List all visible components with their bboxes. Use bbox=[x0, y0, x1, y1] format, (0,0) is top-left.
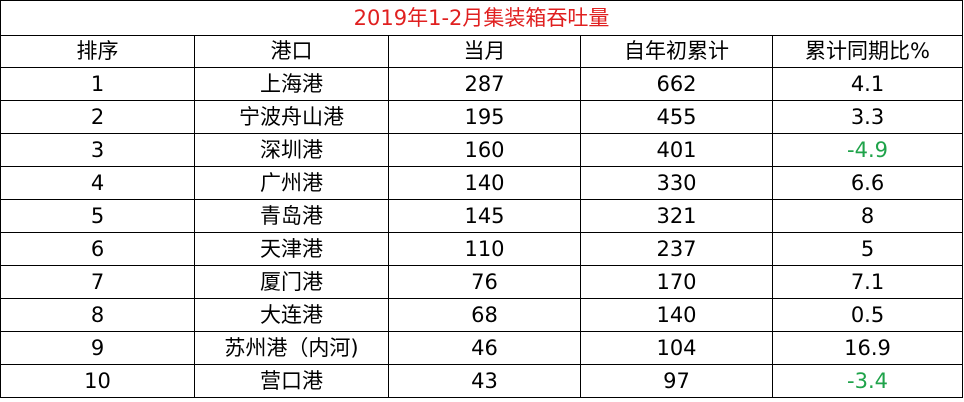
table-row: 9 苏州港（内河) 46 104 16.9 bbox=[0, 331, 964, 365]
table-row: 5 青岛港 145 321 8 bbox=[0, 199, 964, 233]
cell-ytd[interactable]: 237 bbox=[580, 232, 773, 266]
cell-ytd[interactable]: 140 bbox=[580, 298, 773, 332]
table-row: 4 广州港 140 330 6.6 bbox=[0, 166, 964, 200]
cell-month[interactable]: 140 bbox=[388, 166, 581, 200]
table-title[interactable]: 2019年1-2月集装箱吞吐量 bbox=[0, 0, 964, 36]
cell-port[interactable]: 上海港 bbox=[194, 67, 389, 101]
cell-month[interactable]: 43 bbox=[388, 364, 581, 398]
header-rank[interactable]: 排序 bbox=[0, 35, 195, 68]
cell-month[interactable]: 76 bbox=[388, 265, 581, 299]
cell-port[interactable]: 青岛港 bbox=[194, 199, 389, 233]
cell-yoy[interactable]: 7.1 bbox=[771, 265, 964, 299]
table-row: 6 天津港 110 237 5 bbox=[0, 232, 964, 266]
cell-ytd[interactable]: 401 bbox=[580, 133, 773, 167]
cell-port[interactable]: 深圳港 bbox=[194, 133, 389, 167]
cell-rank[interactable]: 6 bbox=[0, 232, 195, 266]
cell-month[interactable]: 195 bbox=[388, 100, 581, 134]
cell-yoy[interactable]: 8 bbox=[771, 199, 964, 233]
cell-rank[interactable]: 9 bbox=[0, 331, 195, 365]
cell-port[interactable]: 天津港 bbox=[194, 232, 389, 266]
table-row: 10 营口港 43 97 -3.4 bbox=[0, 364, 964, 398]
cell-rank[interactable]: 10 bbox=[0, 364, 195, 398]
cell-port[interactable]: 广州港 bbox=[194, 166, 389, 200]
table-row: 8 大连港 68 140 0.5 bbox=[0, 298, 964, 332]
cell-ytd[interactable]: 321 bbox=[580, 199, 773, 233]
cell-month[interactable]: 110 bbox=[388, 232, 581, 266]
cell-yoy[interactable]: 4.1 bbox=[771, 67, 964, 101]
cell-rank[interactable]: 4 bbox=[0, 166, 195, 200]
cell-port[interactable]: 营口港 bbox=[194, 364, 389, 398]
cell-ytd[interactable]: 662 bbox=[580, 67, 773, 101]
cell-rank[interactable]: 1 bbox=[0, 67, 195, 101]
header-port[interactable]: 港口 bbox=[194, 35, 389, 68]
header-month[interactable]: 当月 bbox=[388, 35, 581, 68]
cell-port[interactable]: 大连港 bbox=[194, 298, 389, 332]
cell-yoy[interactable]: 16.9 bbox=[771, 331, 964, 365]
table-row: 2 宁波舟山港 195 455 3.3 bbox=[0, 100, 964, 134]
title-row: 2019年1-2月集装箱吞吐量 bbox=[0, 0, 964, 36]
cell-month[interactable]: 145 bbox=[388, 199, 581, 233]
cell-month[interactable]: 160 bbox=[388, 133, 581, 167]
cell-port[interactable]: 宁波舟山港 bbox=[194, 100, 389, 134]
cell-port[interactable]: 苏州港（内河) bbox=[194, 331, 389, 365]
cell-yoy-negative[interactable]: -4.9 bbox=[771, 133, 964, 167]
cell-rank[interactable]: 5 bbox=[0, 199, 195, 233]
header-yoy[interactable]: 累计同期比% bbox=[771, 35, 964, 68]
cell-ytd[interactable]: 104 bbox=[580, 331, 773, 365]
cell-port[interactable]: 厦门港 bbox=[194, 265, 389, 299]
cell-yoy[interactable]: 3.3 bbox=[771, 100, 964, 134]
cell-ytd[interactable]: 170 bbox=[580, 265, 773, 299]
cell-yoy[interactable]: 5 bbox=[771, 232, 964, 266]
cell-rank[interactable]: 7 bbox=[0, 265, 195, 299]
cell-rank[interactable]: 8 bbox=[0, 298, 195, 332]
header-ytd[interactable]: 自年初累计 bbox=[580, 35, 773, 68]
table-row: 7 厦门港 76 170 7.1 bbox=[0, 265, 964, 299]
cell-month[interactable]: 287 bbox=[388, 67, 581, 101]
cell-month[interactable]: 68 bbox=[388, 298, 581, 332]
cell-yoy[interactable]: 6.6 bbox=[771, 166, 964, 200]
cell-ytd[interactable]: 455 bbox=[580, 100, 773, 134]
cell-yoy[interactable]: 0.5 bbox=[771, 298, 964, 332]
cell-yoy-negative[interactable]: -3.4 bbox=[771, 364, 964, 398]
cell-rank[interactable]: 3 bbox=[0, 133, 195, 167]
cell-month[interactable]: 46 bbox=[388, 331, 581, 365]
cell-ytd[interactable]: 330 bbox=[580, 166, 773, 200]
table-row: 3 深圳港 160 401 -4.9 bbox=[0, 133, 964, 167]
cell-rank[interactable]: 2 bbox=[0, 100, 195, 134]
header-row: 排序 港口 当月 自年初累计 累计同期比% bbox=[0, 35, 964, 68]
table-row: 1 上海港 287 662 4.1 bbox=[0, 67, 964, 101]
cell-ytd[interactable]: 97 bbox=[580, 364, 773, 398]
